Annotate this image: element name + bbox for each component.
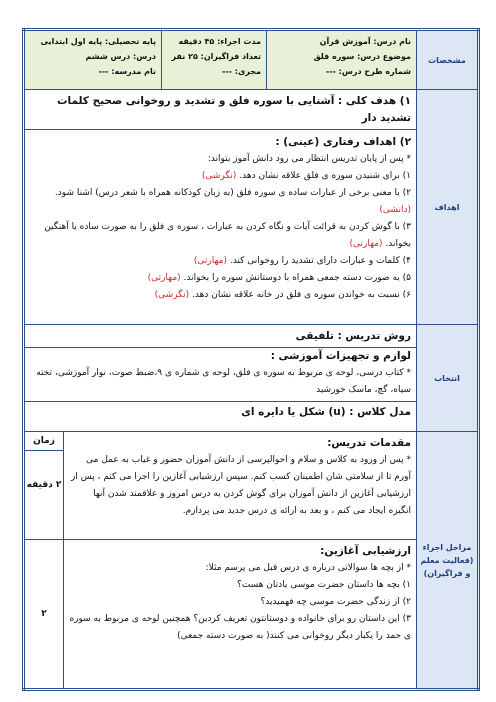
- assessment-row: ارزشیابی آغازین: * از بچه ها سوالاتی درب…: [22, 539, 479, 690]
- goal-text: ۲) با معنی برخی از عبارات ساده ی سوره فل…: [54, 188, 411, 198]
- intro-time-cell: زمان ۲ دقیقه: [22, 431, 65, 540]
- goal-tag: (مهارتی): [147, 273, 181, 283]
- general-goal: ۱) هدف کلی : آشنایی با سوره فلق و تشدید …: [25, 93, 416, 130]
- presenter: مجری: ---: [222, 67, 262, 76]
- assessment-intro: * از بچه ها سوالاتی درباره ی درس قبل می …: [205, 563, 411, 573]
- intro-title: مقدمات تدریس:: [327, 437, 411, 449]
- time-header: زمان: [25, 432, 64, 451]
- assessment-cell: ارزشیابی آغازین: * از بچه ها سوالاتی درب…: [63, 539, 417, 690]
- teaching-method: روش تدریس : تلفیقی: [25, 328, 416, 348]
- behavioral-title: ۲) اهداف رفتاری (عینی) :: [275, 136, 411, 148]
- selection-cell: روش تدریس : تلفیقی لوازم و تجهیزات آموزش…: [23, 324, 417, 432]
- lesson-table: مشخصات نام درس: آموزش قرآن موضوع درس: سو…: [22, 28, 480, 691]
- school: نام مدرسه: ---: [98, 67, 157, 76]
- goal-text: ۶) نسبت به خواندن سوره ی فلق در خانه علا…: [192, 290, 411, 300]
- assessment-time: ۲: [22, 539, 65, 690]
- intro-text: * پس از ورود به کلاس و سلام و احوالپرسی …: [71, 455, 411, 516]
- goals-cell: ۱) هدف کلی : آشنایی با سوره فلق و تشدید …: [23, 89, 417, 325]
- selection-row: انتخاب روش تدریس : تلفیقی لوازم و تجهیزا…: [23, 324, 479, 432]
- duration: مدت اجراء: ۴۵ دقیقه: [178, 37, 262, 46]
- goal-item: ۵) به صورت دسته جمعی همراه با دوستانش سو…: [30, 270, 411, 287]
- goal-item: ۱) برای شنیدن سوره ی فلق علاقه نشان دهد.…: [30, 168, 411, 185]
- goal-tag: (مهارتی): [349, 239, 383, 249]
- question: ۱) بچه ها داستان حضرت موسی یادتان هست؟: [237, 580, 411, 590]
- goal-item: ۲) با معنی برخی از عبارات ساده ی سوره فل…: [30, 185, 411, 219]
- intro-row: مراحل اجراء (فعالیت معلم و فراگیران) مقد…: [22, 431, 479, 690]
- goal-text: ۵) به صورت دسته جمعی همراه با دوستانش سو…: [183, 273, 411, 283]
- goals-intro: * پس از پایان تدریس انتظار می رود دانش آ…: [207, 154, 411, 164]
- header-row: مشخصات نام درس: آموزش قرآن موضوع درس: سو…: [22, 29, 479, 90]
- goals-row: اهداف ۱) هدف کلی : آشنایی با سوره فلق و …: [23, 89, 479, 325]
- intro-time: ۲ دقیقه: [26, 480, 62, 490]
- goal-item: ۳) با گوش کردن به قرائت آیات و نگاه کردن…: [30, 219, 411, 253]
- goal-text: ۴) کلمات و عبارات دارای تشدید را روخوانی…: [229, 256, 411, 266]
- lesson-topic: موضوع درس: سوره فلق: [313, 52, 411, 61]
- time-cell: مدت اجراء: ۴۵ دقیقه تعداد فراگیران: ۲۵ ن…: [161, 29, 268, 90]
- lesson: درس: درس ششم: [85, 52, 157, 61]
- lesson-name: نام درس: آموزش قرآن: [319, 37, 411, 46]
- goal-item: ۴) کلمات و عبارات دارای تشدید را روخوانی…: [30, 253, 411, 270]
- class-model: مدل کلاس : (u) شکل یا دایره ای: [241, 406, 411, 418]
- learners: تعداد فراگیران: ۲۵ نفر: [171, 52, 262, 61]
- goal-tag: (مهارتی): [193, 256, 227, 266]
- question: ۳) این داستان رو برای خانواده و دوستانتو…: [69, 614, 411, 641]
- goal-text: ۱) برای شنیدن سوره ی فلق علاقه نشان دهد.: [239, 171, 411, 181]
- assessment-title: ارزشیابی آغازین:: [320, 545, 411, 557]
- lesson-number: شماره طرح درس: ---: [325, 67, 411, 76]
- goal-text: ۳) با گوش کردن به قرائت آیات و نگاه کردن…: [44, 222, 411, 249]
- goals-label: اهداف: [416, 89, 479, 325]
- intro-cell: مقدمات تدریس: * پس از ورود به کلاس و سلا…: [63, 431, 417, 540]
- equipment: * کتاب درسی، لوحه ی مربوط به سوره ی فلق،…: [25, 365, 416, 402]
- grade-cell: پایه تحصیلی: پایه اول ابتدایی درس: درس ش…: [22, 29, 163, 90]
- goal-tag: (دانشی): [379, 205, 411, 215]
- goal-tag: (نگرشی): [154, 290, 190, 300]
- goal-item: ۶) نسبت به خواندن سوره ی فلق در خانه علا…: [30, 287, 411, 304]
- equipment-title: لوازم و تجهیزات آموزشی :: [270, 350, 411, 362]
- lesson-cell: نام درس: آموزش قرآن موضوع درس: سوره فلق …: [266, 29, 417, 90]
- goal-tag: (نگرشی): [201, 171, 237, 181]
- grade: پایه تحصیلی: پایه اول ابتدایی: [40, 37, 157, 46]
- header-label: مشخصات: [416, 29, 479, 90]
- steps-label: مراحل اجراء (فعالیت معلم و فراگیران): [416, 431, 479, 690]
- selection-label: انتخاب: [416, 324, 479, 432]
- question: ۲) از زندگی حضرت موسی چه فهمیدید؟: [260, 597, 411, 607]
